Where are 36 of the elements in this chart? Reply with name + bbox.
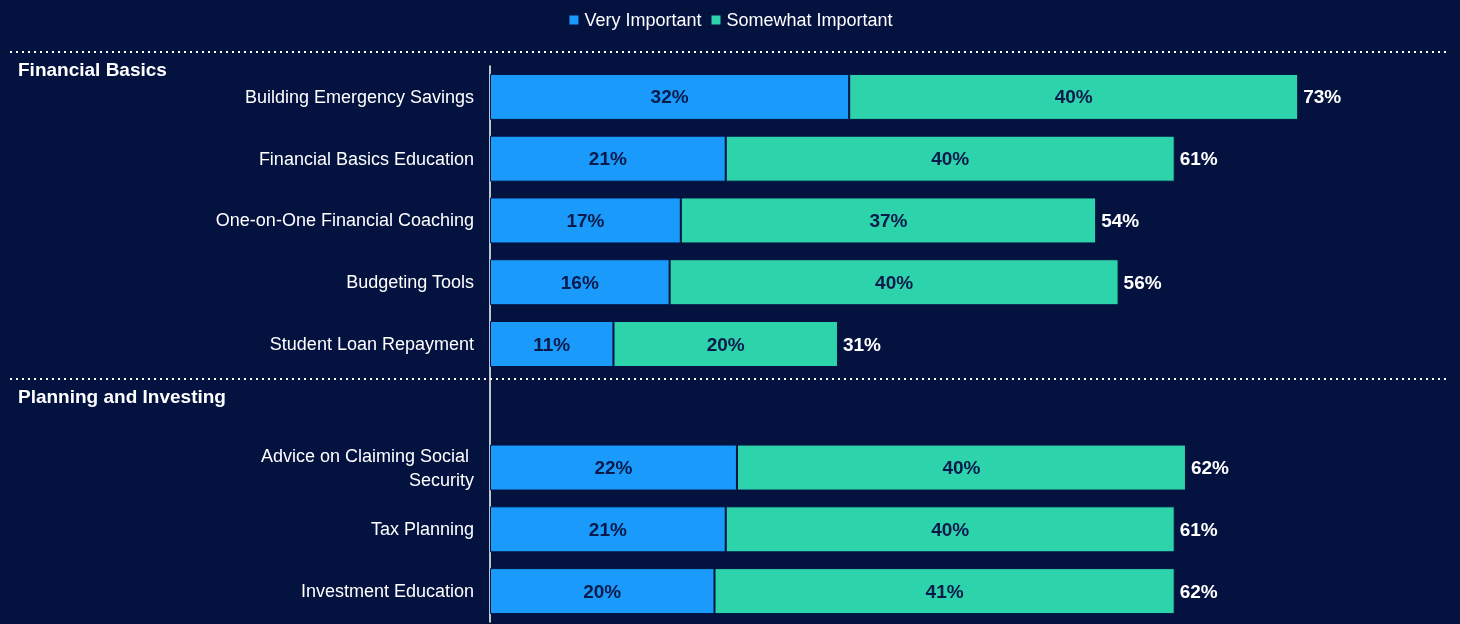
- data-label: 40%: [931, 148, 970, 170]
- total-label: 62%: [1179, 580, 1218, 602]
- total-label: 31%: [842, 333, 882, 355]
- y-tick-label: Building Emergency Savings: [244, 86, 474, 107]
- total-label: 61%: [1179, 518, 1218, 540]
- total-label: 56%: [1123, 271, 1162, 293]
- data-label: 20%: [583, 580, 622, 602]
- total-label: 54%: [1101, 209, 1140, 231]
- data-label: 16%: [560, 271, 599, 293]
- y-tick-label: One-on-One Financial Coaching: [215, 210, 474, 231]
- data-label: 17%: [566, 209, 605, 231]
- data-label: 40%: [942, 457, 981, 479]
- total-label: 61%: [1179, 148, 1218, 170]
- data-label: 41%: [925, 580, 964, 602]
- data-label: 40%: [931, 518, 970, 540]
- total-label: 62%: [1190, 457, 1230, 479]
- y-tick-label: Tax Planning: [370, 519, 474, 540]
- total-label: 73%: [1303, 86, 1342, 108]
- data-label: 40%: [875, 271, 914, 293]
- data-label: 32%: [650, 86, 689, 108]
- y-tick-label: Investment Education: [300, 581, 474, 602]
- data-label: 40%: [1054, 86, 1093, 108]
- y-tick-label: Financial Basics Education: [258, 148, 474, 169]
- data-label: 22%: [594, 457, 633, 479]
- text: Planning and Investing: [18, 385, 226, 407]
- data-label: 11%: [533, 333, 571, 355]
- y-tick-label: Budgeting Tools: [346, 272, 474, 293]
- y-tick-label: Advice on Claiming Social Security: [260, 445, 474, 490]
- text: Financial Basics: [18, 59, 167, 80]
- legend-label: Somewhat Important: [726, 10, 893, 30]
- legend-label: Very Important: [584, 10, 702, 30]
- data-label: 37%: [869, 209, 908, 231]
- data-label: 21%: [588, 148, 627, 170]
- data-label: 21%: [588, 518, 627, 540]
- y-tick-label: Student Loan Repayment: [269, 334, 474, 354]
- data-label: 20%: [706, 333, 745, 355]
